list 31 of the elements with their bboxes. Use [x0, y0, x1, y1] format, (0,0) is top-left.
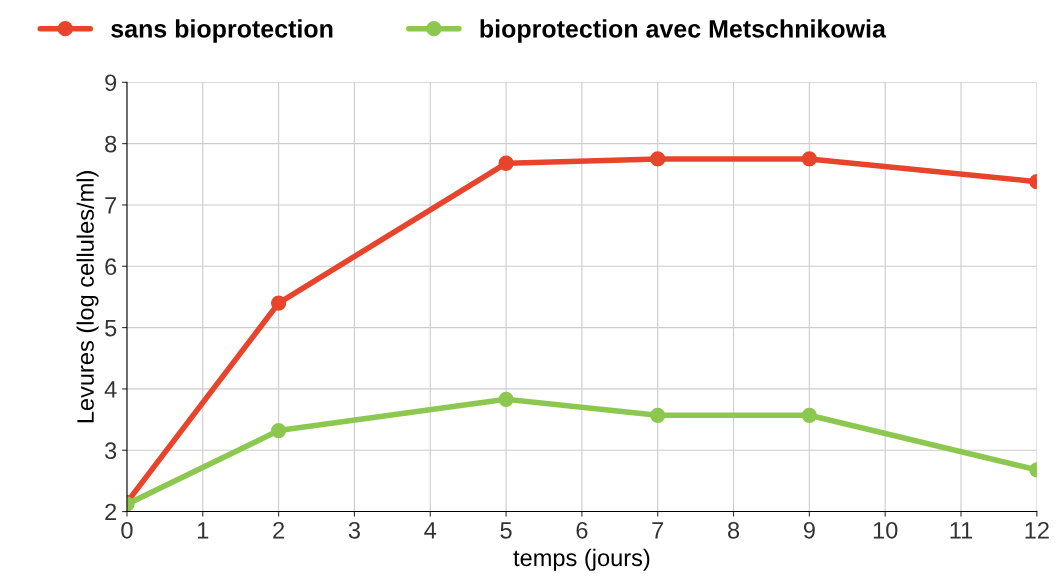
x-tick-label: 3 — [348, 521, 360, 539]
x-axis-title: temps (jours) — [513, 548, 650, 571]
x-tick-label: 11 — [950, 522, 973, 539]
point — [650, 407, 666, 423]
point — [270, 422, 287, 439]
x-tick-label: 10 — [873, 521, 898, 539]
y-tick-label: 4 — [104, 381, 117, 398]
x-tick-label: 6 — [576, 521, 588, 539]
x-tick-label: 4 — [424, 522, 437, 539]
legend-label: sans bioprotection — [111, 19, 333, 43]
y-tick-label: 6 — [105, 258, 117, 276]
y-axis-title: Levures (log cellules/ml) — [76, 171, 99, 423]
y-tick-label: 7 — [105, 197, 117, 214]
x-tick-label: 8 — [728, 521, 740, 539]
x-tick-label: 0 — [121, 521, 133, 539]
point — [498, 155, 514, 171]
x-tick-label: 12 — [1025, 521, 1049, 539]
y-tick-label: 9 — [105, 74, 117, 92]
x-tick-label: 2 — [273, 521, 284, 539]
x-tick-label: 5 — [500, 522, 512, 539]
point — [270, 295, 287, 311]
x-tick-label: 1 — [198, 522, 209, 539]
legend-label: bioprotection avec Metschnikowia — [480, 19, 887, 43]
y-tick-label: 2 — [105, 503, 117, 521]
point — [498, 391, 514, 407]
x-tick-label: 9 — [803, 521, 815, 539]
y-tick-label: 3 — [105, 442, 117, 460]
point — [650, 151, 666, 167]
x-tick-label: 7 — [652, 522, 664, 539]
y-tick-label: 8 — [105, 135, 117, 153]
y-tick-label: 5 — [105, 319, 117, 337]
